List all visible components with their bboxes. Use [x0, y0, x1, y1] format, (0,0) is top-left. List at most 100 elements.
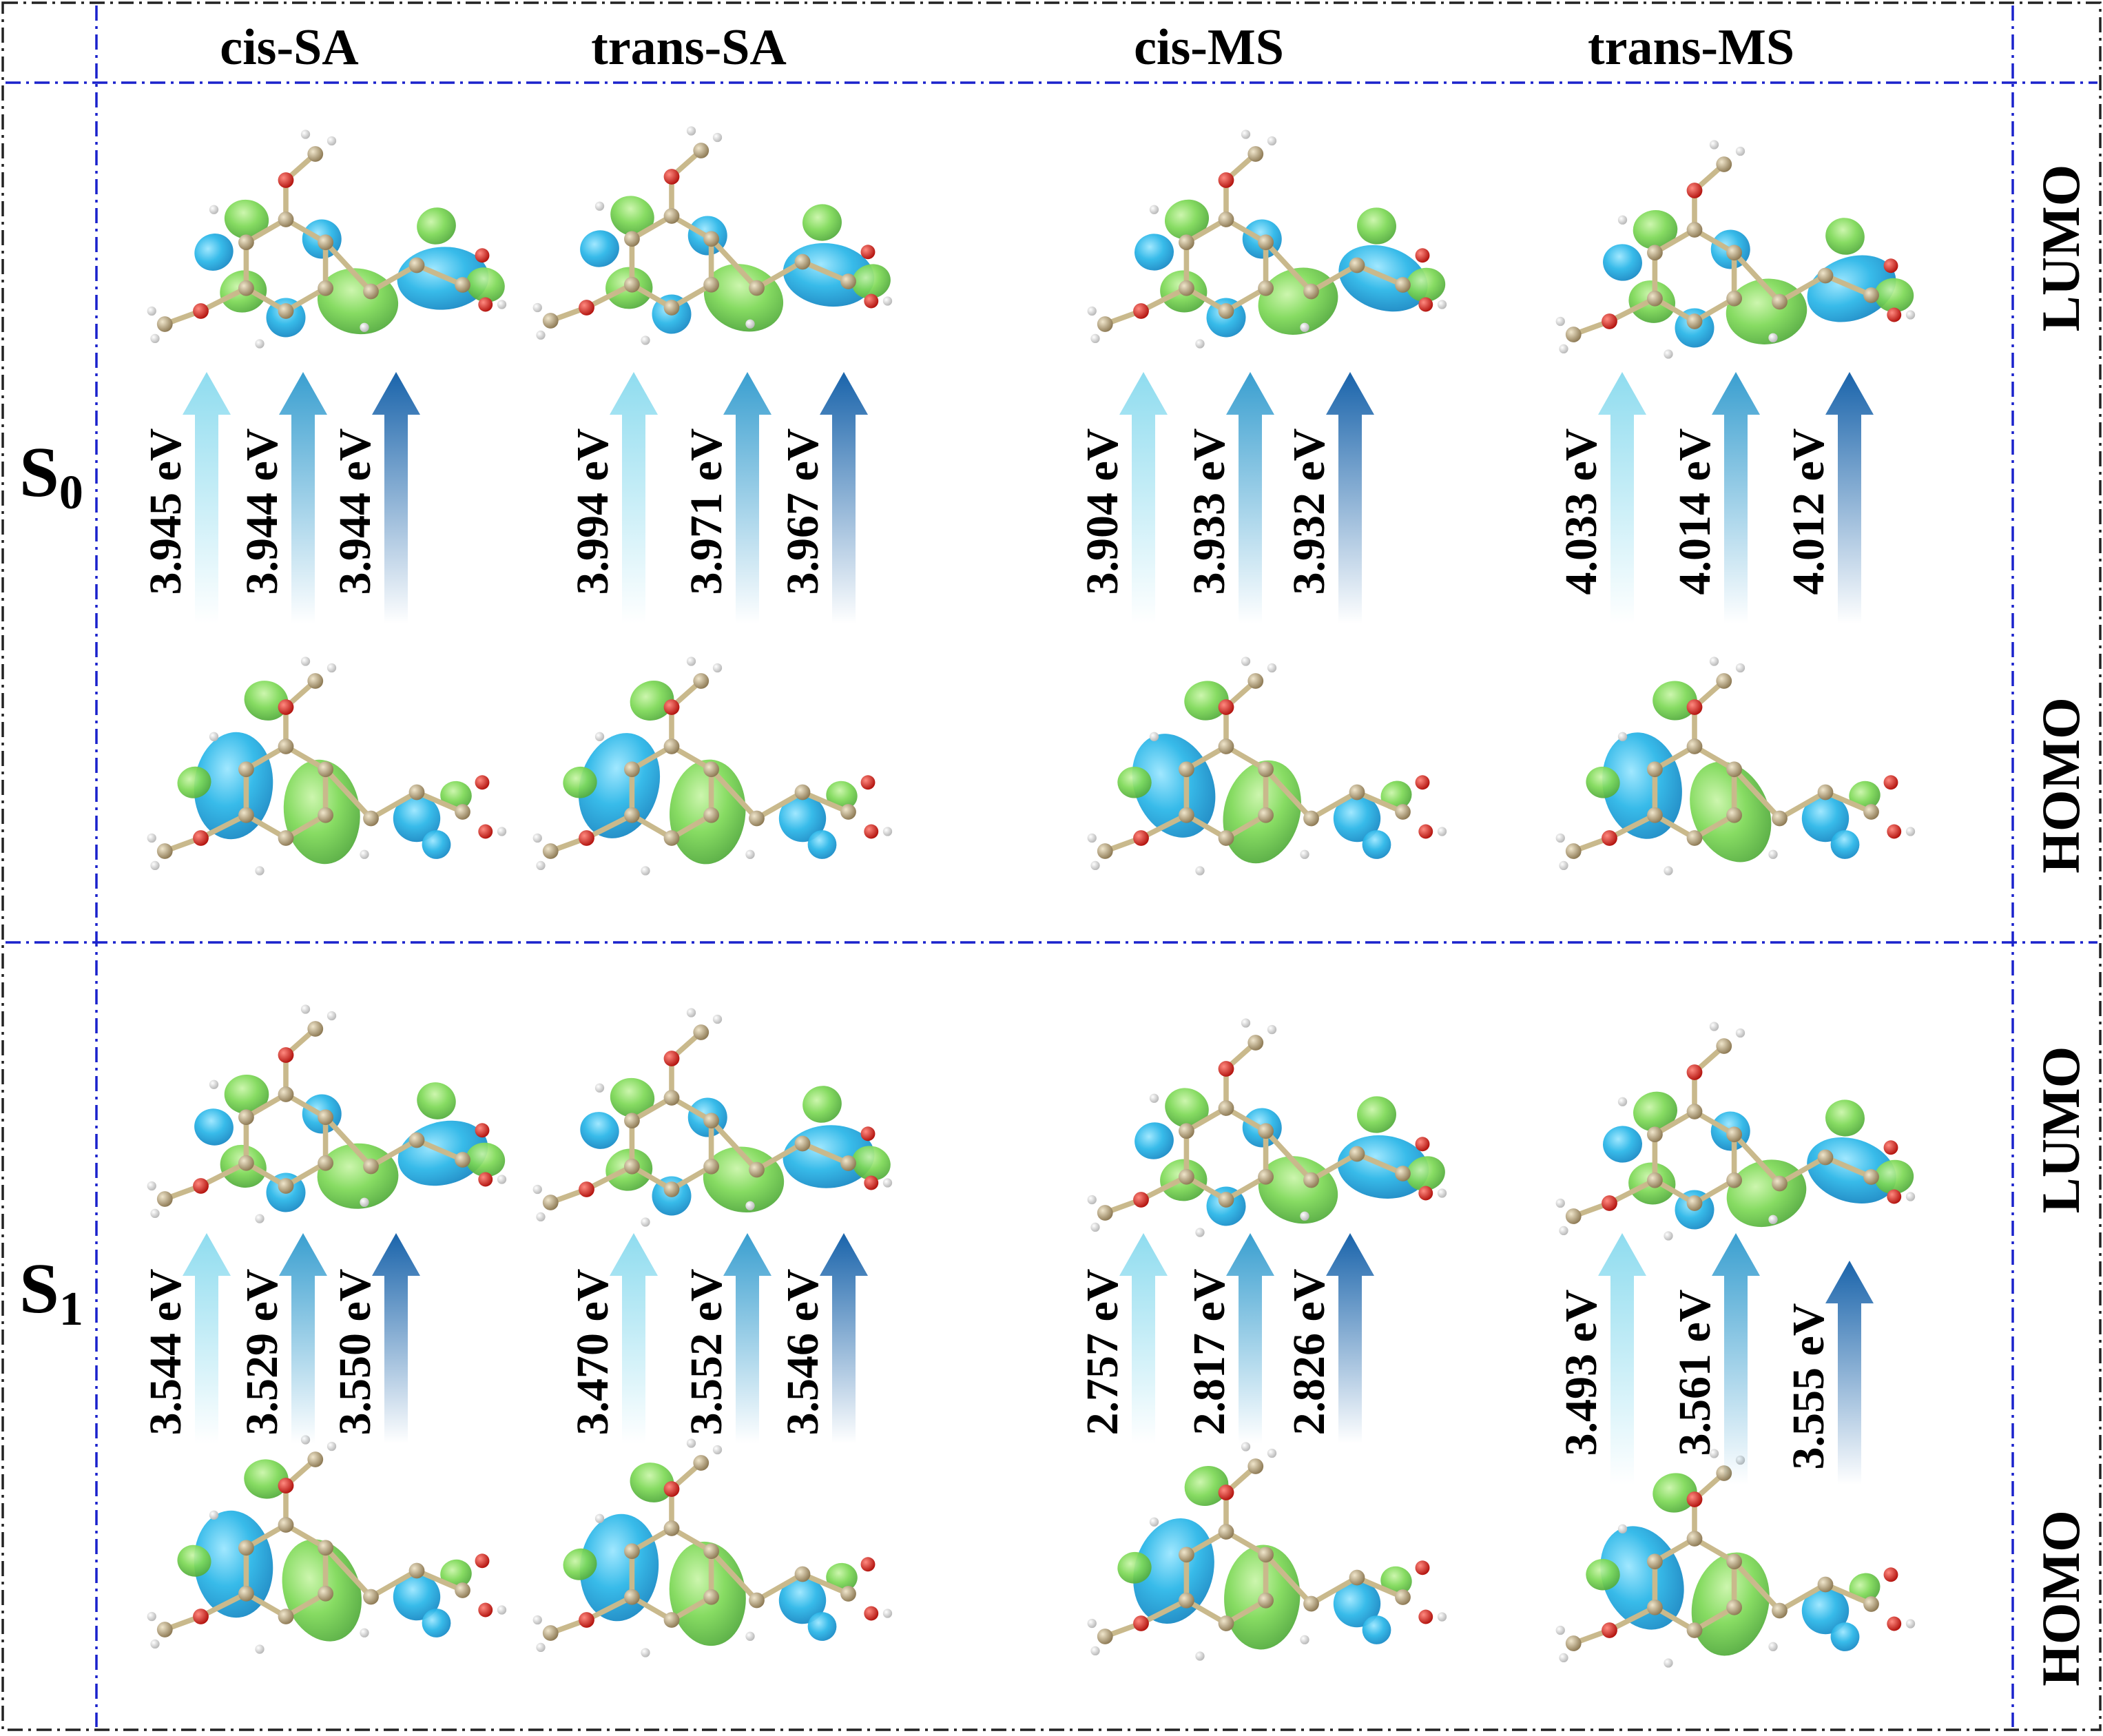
- atom: [238, 280, 254, 296]
- atom: [1686, 222, 1703, 238]
- atom: [1303, 283, 1319, 300]
- atom: [1090, 1646, 1100, 1656]
- atom: [318, 1585, 333, 1602]
- atom: [1258, 807, 1274, 823]
- energy-arrow-0-2-2: 3.932 eV: [1284, 372, 1374, 623]
- atom: [1247, 146, 1264, 162]
- atom: [1686, 1064, 1703, 1080]
- bond: [754, 1571, 805, 1603]
- atom: [193, 1178, 209, 1194]
- molecular-orbital-icon: [1555, 1022, 1916, 1241]
- atom: [1664, 866, 1673, 876]
- atom: [1735, 146, 1745, 156]
- atom: [300, 1004, 311, 1014]
- orbital-lobe: [1600, 1526, 1684, 1630]
- atom: [1817, 1149, 1834, 1166]
- bond: [1823, 1582, 1874, 1607]
- atom: [193, 303, 209, 319]
- bond: [1354, 1151, 1406, 1177]
- atom: [860, 245, 876, 260]
- atom: [150, 860, 160, 871]
- orbital-lobe: [1874, 278, 1914, 313]
- atom: [1686, 1104, 1703, 1119]
- orbital-lobe: [630, 1463, 674, 1502]
- atom: [278, 1086, 294, 1102]
- atom: [455, 277, 470, 293]
- orbital-lobe: [224, 1075, 269, 1114]
- bond: [1263, 1551, 1314, 1606]
- atom: [864, 1606, 879, 1621]
- bond: [1138, 1174, 1190, 1203]
- atom: [307, 1021, 324, 1037]
- orbital-lobe: [1164, 199, 1210, 240]
- atom: [536, 1212, 546, 1222]
- atom: [749, 1592, 765, 1609]
- orbital-lobe: [417, 207, 456, 245]
- atom: [1664, 1231, 1673, 1241]
- atom: [147, 833, 156, 843]
- state-labels: S0 S1: [19, 433, 83, 1336]
- atom: [1195, 1228, 1205, 1237]
- atom: [1300, 1635, 1309, 1644]
- energy-label: 4.033 eV: [1556, 428, 1606, 595]
- column-header-cis-ms: cis-MS: [1134, 19, 1284, 76]
- energy-arrow-1-2-0: 2.757 eV: [1077, 1233, 1168, 1443]
- atom: [363, 283, 379, 300]
- orbital-lobe: [1801, 794, 1850, 843]
- atom: [1726, 1553, 1742, 1570]
- atom: [663, 1481, 680, 1497]
- up-arrow-icon: [1326, 372, 1374, 623]
- orbital-lobe: [244, 1459, 289, 1499]
- bond: [708, 766, 760, 821]
- bond: [414, 789, 466, 815]
- bond: [1263, 1128, 1314, 1183]
- atom: [193, 830, 209, 846]
- atom: [278, 1047, 294, 1063]
- atom: [1149, 205, 1159, 214]
- energy-arrow-0-2-1: 3.933 eV: [1184, 372, 1274, 623]
- atom: [542, 1195, 559, 1210]
- atom: [624, 1543, 640, 1560]
- energy-label: 4.012 eV: [1783, 428, 1834, 595]
- atom: [1267, 1448, 1277, 1458]
- atom: [745, 849, 755, 859]
- atom: [663, 300, 680, 316]
- atom: [882, 296, 893, 306]
- bond: [368, 1568, 419, 1600]
- orbital-lobe: [422, 830, 451, 859]
- energy-arrow-1-3-2: 3.555 eV: [1783, 1261, 1874, 1485]
- atom: [1686, 1531, 1703, 1547]
- atom: [1559, 1226, 1568, 1236]
- atom: [278, 699, 294, 715]
- orbital-lobe: [1333, 1580, 1381, 1628]
- atom: [1768, 849, 1778, 859]
- orbital-lobe: [194, 1108, 234, 1146]
- atom: [1218, 172, 1234, 188]
- orbital-label-s0-homo: HOMO: [2031, 697, 2091, 874]
- atom: [1905, 1192, 1916, 1201]
- orbital-lobe: [826, 781, 858, 810]
- atom: [1241, 1442, 1251, 1451]
- orbital-lobe: [1117, 1551, 1152, 1584]
- atom: [624, 1113, 640, 1129]
- atom: [1195, 1651, 1205, 1661]
- atom: [1772, 293, 1788, 310]
- bond: [1731, 1131, 1783, 1186]
- atom: [532, 302, 542, 313]
- atom: [1349, 257, 1365, 273]
- up-arrow-icon: [1119, 372, 1168, 623]
- atom: [1415, 1560, 1430, 1575]
- orbital-lobe: [1825, 218, 1865, 255]
- up-arrow-icon: [820, 1233, 868, 1443]
- atom: [693, 1455, 709, 1471]
- bond: [368, 262, 419, 294]
- bond: [1776, 789, 1828, 821]
- bond: [198, 1591, 249, 1620]
- atom: [712, 1445, 723, 1455]
- atom: [278, 1178, 294, 1194]
- orbital-lobe: [1380, 1566, 1412, 1595]
- atom: [532, 833, 542, 843]
- atom: [749, 810, 765, 827]
- orbital-lobe: [1133, 1518, 1214, 1624]
